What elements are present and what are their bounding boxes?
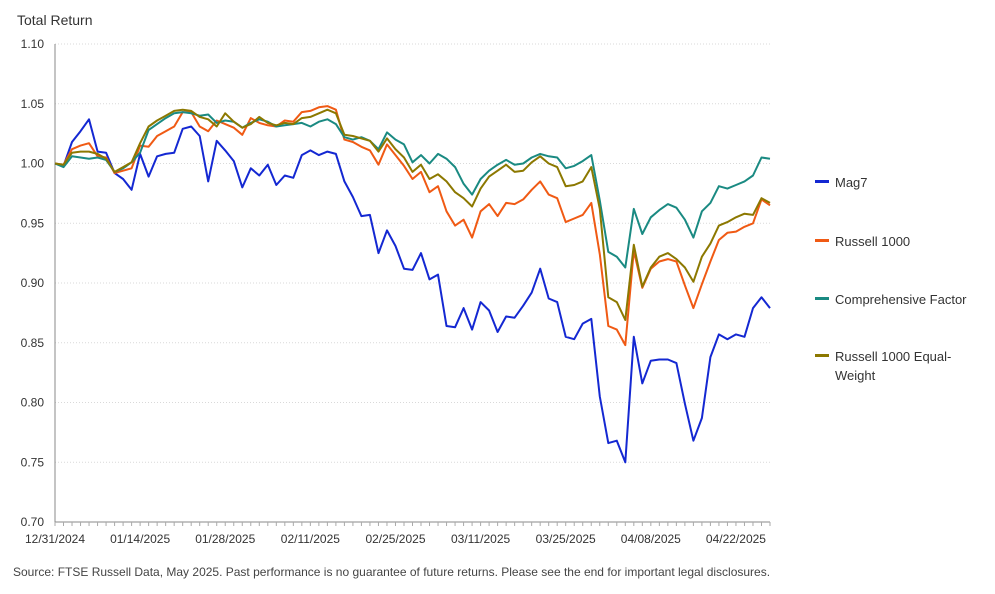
x-tick-label: 01/14/2025 — [110, 532, 170, 546]
y-tick-label: 1.05 — [21, 97, 45, 111]
gridlines — [55, 43, 770, 463]
legend-item-mag7: Mag7 — [815, 173, 985, 192]
y-axis-title: Total Return — [17, 12, 93, 28]
y-tick-label: 1.00 — [21, 157, 45, 171]
axes: 0.70 0.75 0.80 0.85 0.90 0.95 1.00 1.05 1.10 12/3… — [21, 37, 771, 546]
legend-label: Mag7 — [835, 175, 868, 190]
legend-swatch-russell-1000-equal-weight — [815, 354, 829, 357]
y-tick-label: 0.95 — [21, 216, 45, 230]
x-tick-label: 04/08/2025 — [621, 532, 681, 546]
series-line-russell-1000 — [54, 105, 771, 347]
x-tick-label: 12/31/2024 — [25, 532, 85, 546]
legend-swatch-russell-1000 — [815, 239, 829, 242]
series-line-comprehensive-factor — [54, 111, 771, 269]
y-tick-label: 0.85 — [21, 336, 45, 350]
series-line-russell-1000-equal-weight — [54, 108, 771, 321]
source-note: Source: FTSE Russell Data, May 2025. Pas… — [13, 565, 771, 579]
legend-item-russell-1000: Russell 1000 — [815, 232, 985, 251]
y-tick-label: 0.75 — [21, 455, 45, 469]
y-tick-label: 1.10 — [21, 37, 45, 51]
x-tick-label: 02/25/2025 — [365, 532, 425, 546]
legend-item-comprehensive-factor: Comprehensive Factor — [815, 290, 985, 309]
x-tick-label: 03/11/2025 — [451, 532, 510, 546]
legend-label: Russell 1000 Equal-Weight — [835, 349, 952, 383]
legend-swatch-mag7 — [815, 180, 829, 183]
legend-item-russell-1000-equal-weight: Russell 1000 Equal-Weight — [815, 347, 985, 385]
series-line-mag7 — [54, 118, 771, 464]
x-tick-label: 02/11/2025 — [281, 532, 340, 546]
legend-label: Russell 1000 — [835, 234, 911, 249]
y-tick-label: 0.70 — [21, 515, 45, 529]
x-tick-label: 01/28/2025 — [195, 532, 255, 546]
legend-swatch-comprehensive-factor — [815, 297, 829, 300]
x-tick-label: 03/25/2025 — [536, 532, 596, 546]
x-tick-label: 04/22/2025 — [706, 532, 766, 546]
legend-label: Comprehensive Factor — [835, 292, 967, 307]
series-lines — [54, 105, 771, 464]
y-tick-label: 0.90 — [21, 276, 45, 290]
y-tick-label: 0.80 — [21, 396, 45, 410]
